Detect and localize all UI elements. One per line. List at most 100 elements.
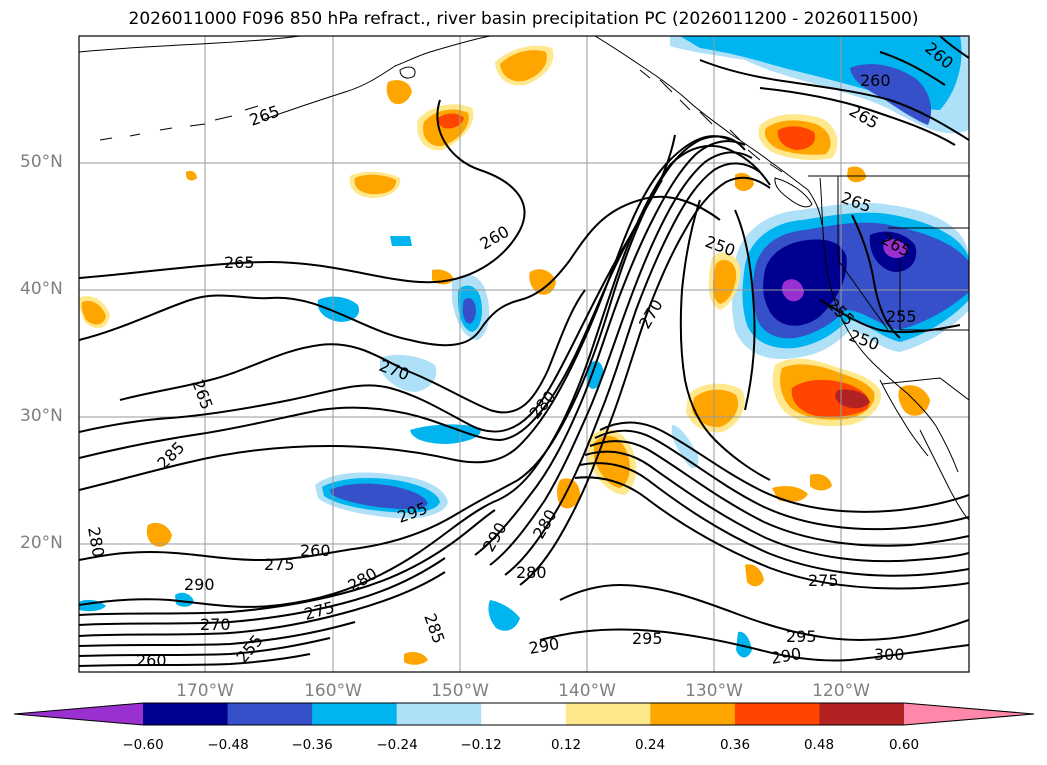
contour-line	[79, 135, 746, 562]
contour-line	[79, 557, 446, 626]
colorbar-tick-label: 0.36	[719, 737, 751, 753]
colorbar-segment	[565, 703, 651, 725]
lon-label-140w: 140°W	[558, 681, 616, 701]
colorbar-segment	[312, 703, 398, 725]
jet-contour	[579, 462, 969, 577]
colorbar-tick-label: −0.24	[376, 737, 418, 753]
lat-label-30n: 30°N	[20, 406, 63, 426]
us-state-border	[837, 176, 969, 331]
alaska-coast	[79, 36, 301, 53]
colorbar-tick-label: −0.60	[122, 737, 164, 753]
neg-anomaly-north-pacific	[462, 298, 476, 324]
colorbar-tick-label: −0.12	[460, 737, 502, 753]
neg-anomaly-north-pacific	[390, 236, 412, 246]
contour-line	[734, 209, 756, 411]
contour-label: 260	[860, 71, 891, 90]
colorbar-extend-low	[14, 703, 143, 725]
colorbar-outline	[13, 702, 1035, 726]
jet-contour	[489, 151, 753, 566]
contour-line	[79, 653, 311, 667]
jet-contour	[599, 421, 969, 513]
colorbar-tick-label: 0.48	[803, 737, 835, 753]
pos-anomaly-misc	[745, 564, 764, 587]
contour-line	[539, 628, 969, 662]
pos-anomaly-bc	[777, 126, 816, 150]
contour-label: 260	[300, 541, 331, 560]
contour-label: 265	[224, 253, 255, 272]
contour-label: 275	[808, 571, 839, 590]
contour-line	[79, 135, 731, 491]
contour-line	[879, 51, 946, 86]
colorbar-segment	[819, 703, 905, 725]
neg-anomaly-west-us	[883, 239, 908, 258]
colorbar-tick-label: 0.12	[550, 737, 582, 753]
contour-label: 300	[874, 645, 905, 664]
neg-anomaly-north-pacific	[410, 424, 481, 444]
colorbar-segment	[481, 703, 567, 725]
pos-anomaly-misc	[81, 300, 106, 325]
aleutian-islands	[99, 105, 259, 141]
contour-line	[79, 637, 331, 657]
jet-contour	[504, 162, 761, 576]
colorbar-segment	[734, 703, 820, 725]
colorbar-segment	[650, 703, 736, 725]
contour-label: 280	[516, 563, 547, 582]
jet-contour	[474, 140, 746, 556]
contour-line	[939, 36, 969, 59]
neg-anomaly-canada	[850, 64, 932, 125]
west-us-coast	[819, 177, 959, 473]
map-frame	[78, 35, 970, 673]
contour-line	[119, 289, 586, 414]
contour-line	[79, 621, 356, 647]
colorbar-extend-high	[904, 703, 1034, 725]
contour-line	[79, 571, 446, 637]
neg-anomaly-north-pacific	[488, 600, 520, 631]
pos-anomaly-misc	[186, 170, 197, 181]
bc-islands	[639, 69, 783, 173]
lon-label-160w: 160°W	[304, 681, 362, 701]
pos-anomaly-misc	[847, 166, 866, 183]
alaska-peninsula-coast	[261, 36, 491, 121]
contour-line	[819, 299, 961, 334]
neg-anomaly-north-pacific	[175, 592, 194, 607]
contour-label: 275	[264, 555, 295, 574]
pos-anomaly-misc	[146, 522, 172, 547]
contour-label: 260	[136, 651, 167, 670]
pos-anomaly-gulf-alaska	[437, 113, 464, 129]
se-alaska-coast	[594, 36, 823, 226]
neg-anomaly-subtropics	[330, 483, 428, 510]
pos-anomaly-gulf-alaska	[354, 174, 397, 195]
vancouver-island	[774, 177, 813, 208]
pos-anomaly-misc	[529, 269, 556, 295]
lon-label-130w: 130°W	[685, 681, 743, 701]
pos-anomaly-misc	[404, 652, 428, 665]
pos-anomaly-east-pacific	[835, 389, 870, 409]
contour-label: 295	[632, 629, 663, 648]
colorbar-tick-label: −0.36	[291, 737, 333, 753]
lat-label-50n: 50°N	[20, 152, 63, 172]
mexico-coast	[919, 429, 969, 521]
colorbar-tick-label: 0.24	[634, 737, 666, 753]
lon-label-120w: 120°W	[812, 681, 870, 701]
lat-label-40n: 40°N	[20, 279, 63, 299]
jet-contour	[594, 429, 969, 531]
pos-anomaly-east-pacific	[692, 389, 739, 428]
lon-label-150w: 150°W	[431, 681, 489, 701]
contour-line	[79, 509, 496, 616]
neg-anomaly-north-pacific	[317, 296, 360, 322]
pos-anomaly-east-pacific	[712, 259, 737, 304]
contour-line	[679, 199, 771, 481]
pos-anomaly-gulf-alaska	[500, 50, 547, 82]
contour-line	[79, 99, 526, 284]
pos-anomaly-misc	[810, 474, 832, 491]
jet-contour	[519, 176, 771, 586]
jet-contour	[584, 450, 969, 563]
coastlines	[79, 36, 969, 521]
colorbar-segment	[396, 703, 482, 725]
contour-line	[559, 583, 969, 642]
colorbar-segment	[143, 703, 229, 725]
colorbar-segment	[227, 703, 313, 725]
neg-anomaly-north-pacific	[736, 631, 752, 658]
neg-anomaly-north-pacific	[671, 425, 699, 469]
contour-label: 290	[184, 575, 215, 594]
